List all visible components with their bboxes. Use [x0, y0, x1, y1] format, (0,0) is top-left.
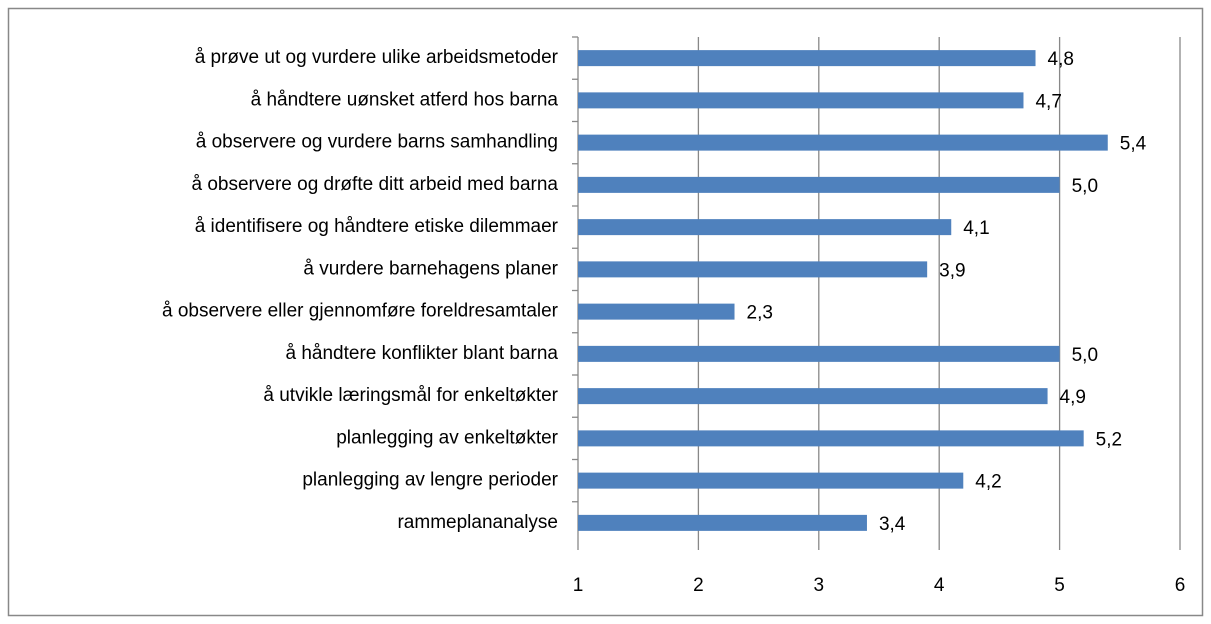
bar [578, 219, 952, 236]
value-label: 5,2 [1096, 429, 1122, 450]
value-label: 4,1 [963, 218, 989, 239]
y-tick-label: å vurdere barnehagens planer [303, 258, 558, 279]
y-tick-label: å identifisere og håndtere etiske dilemm… [195, 216, 559, 237]
bar [578, 472, 964, 489]
value-label: 4,9 [1060, 387, 1086, 408]
bar [578, 134, 1108, 151]
y-tick-label: planlegging av lengre perioder [302, 470, 558, 491]
bar [578, 50, 1036, 67]
value-label: 3,4 [879, 514, 906, 535]
value-label: 5,0 [1072, 176, 1098, 197]
x-tick-label: 2 [693, 575, 704, 596]
value-label: 3,9 [939, 260, 965, 281]
y-tick-label: å observere og vurdere barns samhandling [196, 132, 558, 153]
y-tick-label: rammeplananalyse [397, 512, 558, 533]
bar [578, 514, 867, 531]
y-tick-label: planlegging av enkeltøkter [336, 427, 558, 448]
bar [578, 261, 928, 278]
bar [578, 92, 1024, 109]
bar [578, 430, 1084, 447]
y-tick-label: å håndtere uønsket atferd hos barna [251, 89, 559, 110]
value-label: 4,7 [1035, 91, 1061, 112]
value-label: 5,4 [1120, 134, 1147, 155]
bar [578, 345, 1060, 362]
y-tick-label: å utvikle læringsmål for enkeltøkter [263, 385, 558, 406]
y-tick-label: å observere og drøfte ditt arbeid med ba… [192, 174, 559, 195]
y-tick-label: å prøve ut og vurdere ulike arbeidsmetod… [195, 47, 559, 68]
y-tick-label: å observere eller gjennomføre foreldresa… [162, 301, 559, 322]
bar [578, 303, 735, 320]
value-label: 4,2 [975, 472, 1001, 493]
bar [578, 176, 1060, 193]
value-label: 5,0 [1072, 345, 1098, 366]
value-label: 4,8 [1048, 49, 1074, 70]
y-tick-label: å håndtere konflikter blant barna [285, 343, 558, 364]
x-tick-label: 3 [814, 575, 825, 596]
x-tick-label: 4 [934, 575, 945, 596]
value-label: 2,3 [747, 303, 773, 324]
x-tick-label: 1 [573, 575, 584, 596]
x-tick-label: 6 [1175, 575, 1186, 596]
x-tick-label: 5 [1054, 575, 1065, 596]
bar [578, 388, 1048, 405]
